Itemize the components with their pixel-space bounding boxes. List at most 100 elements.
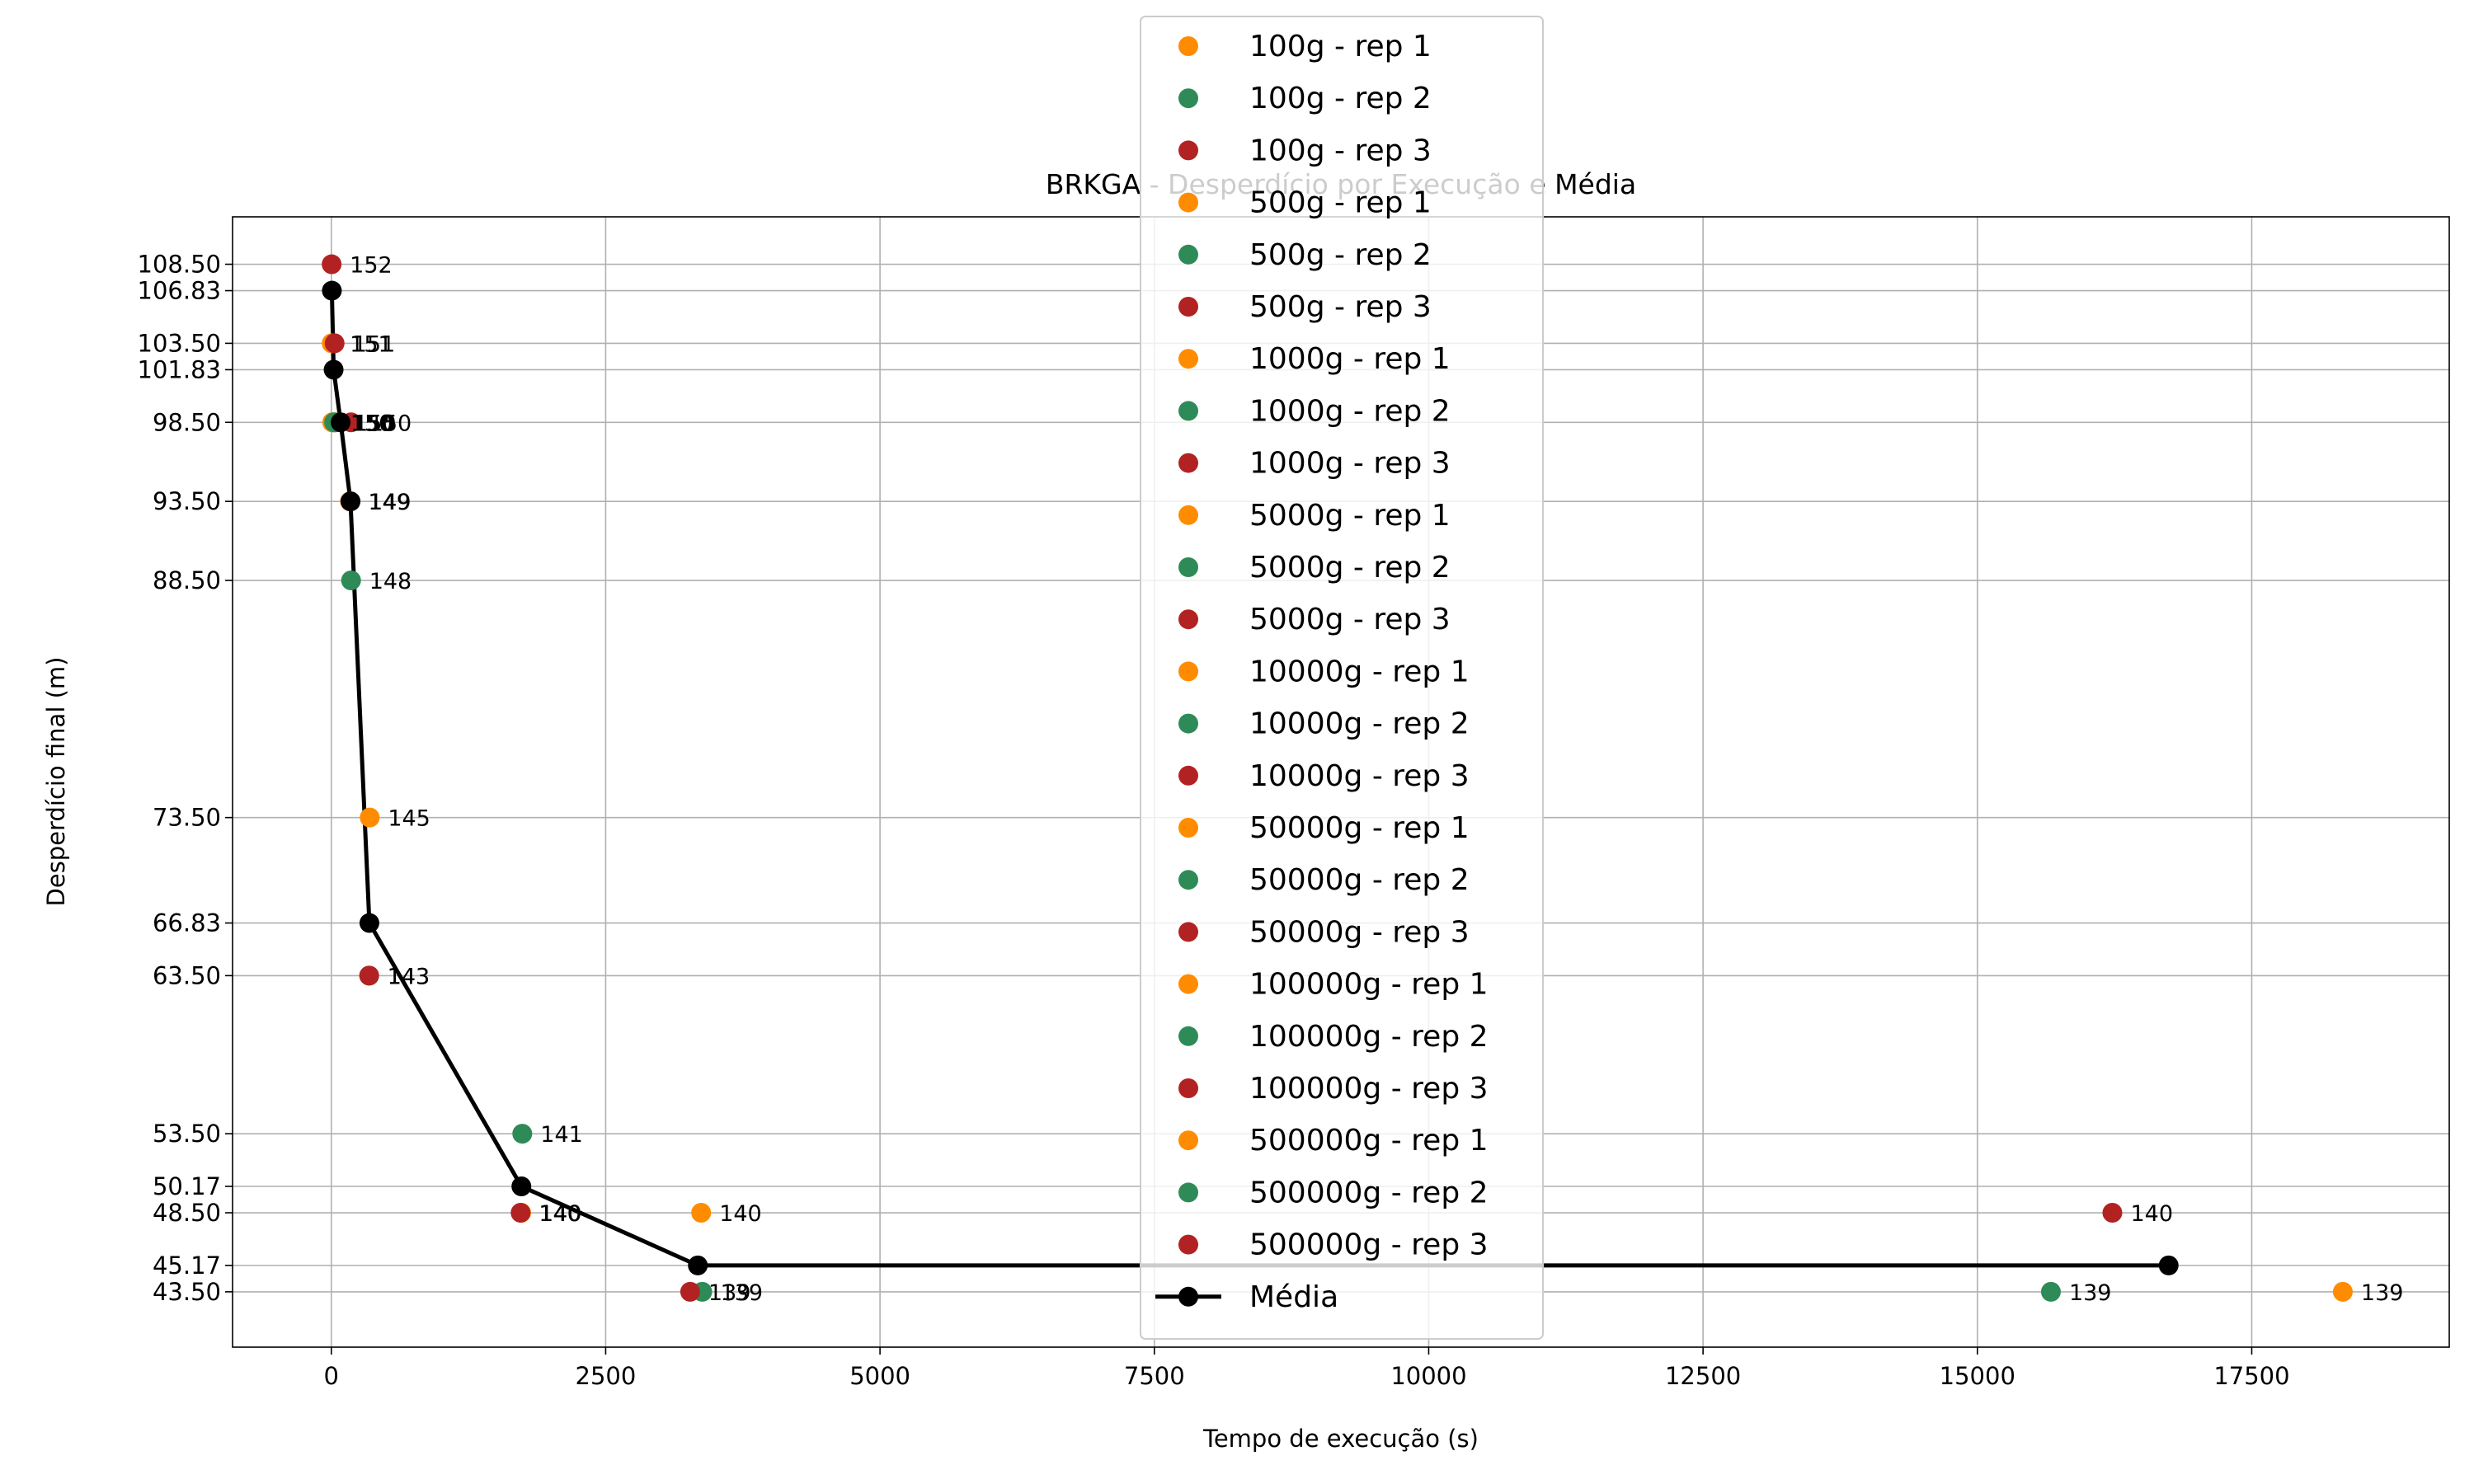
y-tick-label: 73.50: [153, 804, 221, 832]
x-tick-label: 0: [324, 1362, 339, 1390]
data-label: 141: [540, 1122, 583, 1148]
legend-label: 1000g - rep 3: [1249, 447, 1451, 481]
data-label: 151: [350, 331, 393, 357]
legend-label: 100000g - rep 1: [1249, 968, 1489, 1002]
x-tick-label: 15000: [1940, 1362, 2015, 1390]
data-label: 139: [2361, 1280, 2404, 1306]
legend-marker: [1178, 1286, 1198, 1307]
data-label: 145: [388, 806, 430, 832]
legend-marker: [1178, 453, 1198, 473]
legend-marker: [1178, 1234, 1198, 1255]
legend-label-mean: Média: [1249, 1280, 1338, 1314]
data-label: 150: [354, 411, 397, 436]
legend-label: 100g - rep 3: [1249, 134, 1432, 167]
y-tick-label: 43.50: [153, 1278, 221, 1306]
legend-marker: [1178, 974, 1198, 994]
legend-label: 100000g - rep 2: [1249, 1020, 1489, 1054]
legend-label: 1000g - rep 1: [1249, 342, 1451, 376]
legend-marker: [1178, 609, 1198, 630]
y-tick-label: 93.50: [153, 487, 221, 515]
mean-point: [359, 913, 379, 933]
mean-point: [331, 412, 351, 433]
data-point: [324, 333, 345, 354]
data-point: [341, 571, 361, 591]
data-label: 140: [719, 1201, 762, 1227]
data-point: [512, 1124, 533, 1144]
data-label: 140: [539, 1201, 581, 1227]
legend-marker: [1178, 818, 1198, 838]
data-label: 150: [353, 411, 396, 436]
data-label: 139: [721, 1280, 764, 1306]
data-point: [322, 254, 342, 275]
data-label: 140: [539, 1201, 582, 1227]
mean-point: [688, 1255, 708, 1275]
data-label: 150: [369, 411, 412, 436]
legend-label: 100g - rep 2: [1249, 82, 1432, 115]
data-point: [2102, 1203, 2123, 1223]
legend-marker: [1178, 140, 1198, 161]
legend-label: 100g - rep 1: [1249, 30, 1432, 63]
data-point: [510, 1203, 531, 1223]
legend-marker: [1178, 297, 1198, 317]
y-tick-label: 108.50: [138, 251, 221, 279]
y-tick-label: 63.50: [153, 961, 221, 989]
y-tick-label: 48.50: [153, 1199, 221, 1227]
data-label: 140: [2130, 1201, 2173, 1227]
x-tick-label: 10000: [1390, 1362, 1466, 1390]
data-label: 149: [369, 490, 412, 515]
legend-marker: [1178, 1026, 1198, 1046]
legend-label: 50000g - rep 2: [1249, 863, 1470, 897]
x-axis-label: Tempo de execução (s): [1202, 1425, 1479, 1453]
legend-label: 5000g - rep 2: [1249, 551, 1451, 585]
legend-label: 1000g - rep 2: [1249, 394, 1451, 428]
data-label: 139: [2069, 1280, 2112, 1306]
data-label: 150: [350, 411, 393, 436]
legend-marker: [1178, 401, 1198, 421]
x-tick-label: 12500: [1665, 1362, 1741, 1390]
data-point: [2332, 1281, 2353, 1302]
data-label: 143: [388, 964, 430, 989]
mean-point: [322, 280, 342, 301]
y-tick-label: 53.50: [153, 1120, 221, 1148]
x-tick-label: 5000: [849, 1362, 910, 1390]
legend-label: 100000g - rep 3: [1249, 1072, 1489, 1106]
y-axis-label: Desperdício final (m): [42, 657, 70, 907]
data-label: 139: [708, 1280, 751, 1306]
data-point: [360, 807, 380, 828]
mean-point: [2158, 1255, 2179, 1275]
legend-marker: [1178, 557, 1198, 577]
legend-marker: [1178, 870, 1198, 890]
legend-label: 500000g - rep 1: [1249, 1124, 1489, 1158]
data-label: 150: [352, 411, 395, 436]
legend-marker: [1178, 505, 1198, 525]
legend-label: 10000g - rep 1: [1249, 655, 1470, 688]
x-tick-label: 2500: [576, 1362, 637, 1390]
y-tick-label: 106.83: [138, 277, 221, 305]
legend-marker: [1178, 192, 1198, 213]
data-points: [322, 254, 2353, 1302]
legend-label: 500g - rep 1: [1249, 186, 1432, 220]
y-tick-label: 66.83: [153, 909, 221, 937]
legend-marker: [1178, 244, 1198, 265]
ticks: 0 2500 5000 7500 10000 12500 15000 17500108.501…: [138, 251, 2290, 1390]
legend-marker: [1178, 1130, 1198, 1151]
legend-label: 500000g - rep 2: [1249, 1176, 1489, 1209]
data-label: 150: [350, 411, 393, 436]
legend-marker: [1178, 922, 1198, 942]
data-label: 152: [350, 253, 393, 279]
legend-label: 5000g - rep 3: [1249, 603, 1451, 636]
point-labels: 1511501521501501511501501501491481491451…: [350, 253, 2403, 1306]
legend-label: 10000g - rep 2: [1249, 707, 1470, 741]
legend-marker: [1178, 713, 1198, 734]
data-point: [2040, 1281, 2061, 1302]
legend-box: [1140, 16, 1544, 1340]
x-tick-label: 7500: [1124, 1362, 1185, 1390]
legend-label: 500000g - rep 3: [1249, 1228, 1489, 1262]
legend-label: 50000g - rep 3: [1249, 915, 1470, 949]
data-label: 151: [353, 331, 396, 357]
legend: 100g - rep 1 100g - rep 2 100g - rep 3 500g…: [1140, 16, 1544, 1340]
legend-marker: [1178, 36, 1198, 56]
y-tick-label: 45.17: [153, 1252, 221, 1280]
legend-label: 10000g - rep 3: [1249, 759, 1470, 793]
